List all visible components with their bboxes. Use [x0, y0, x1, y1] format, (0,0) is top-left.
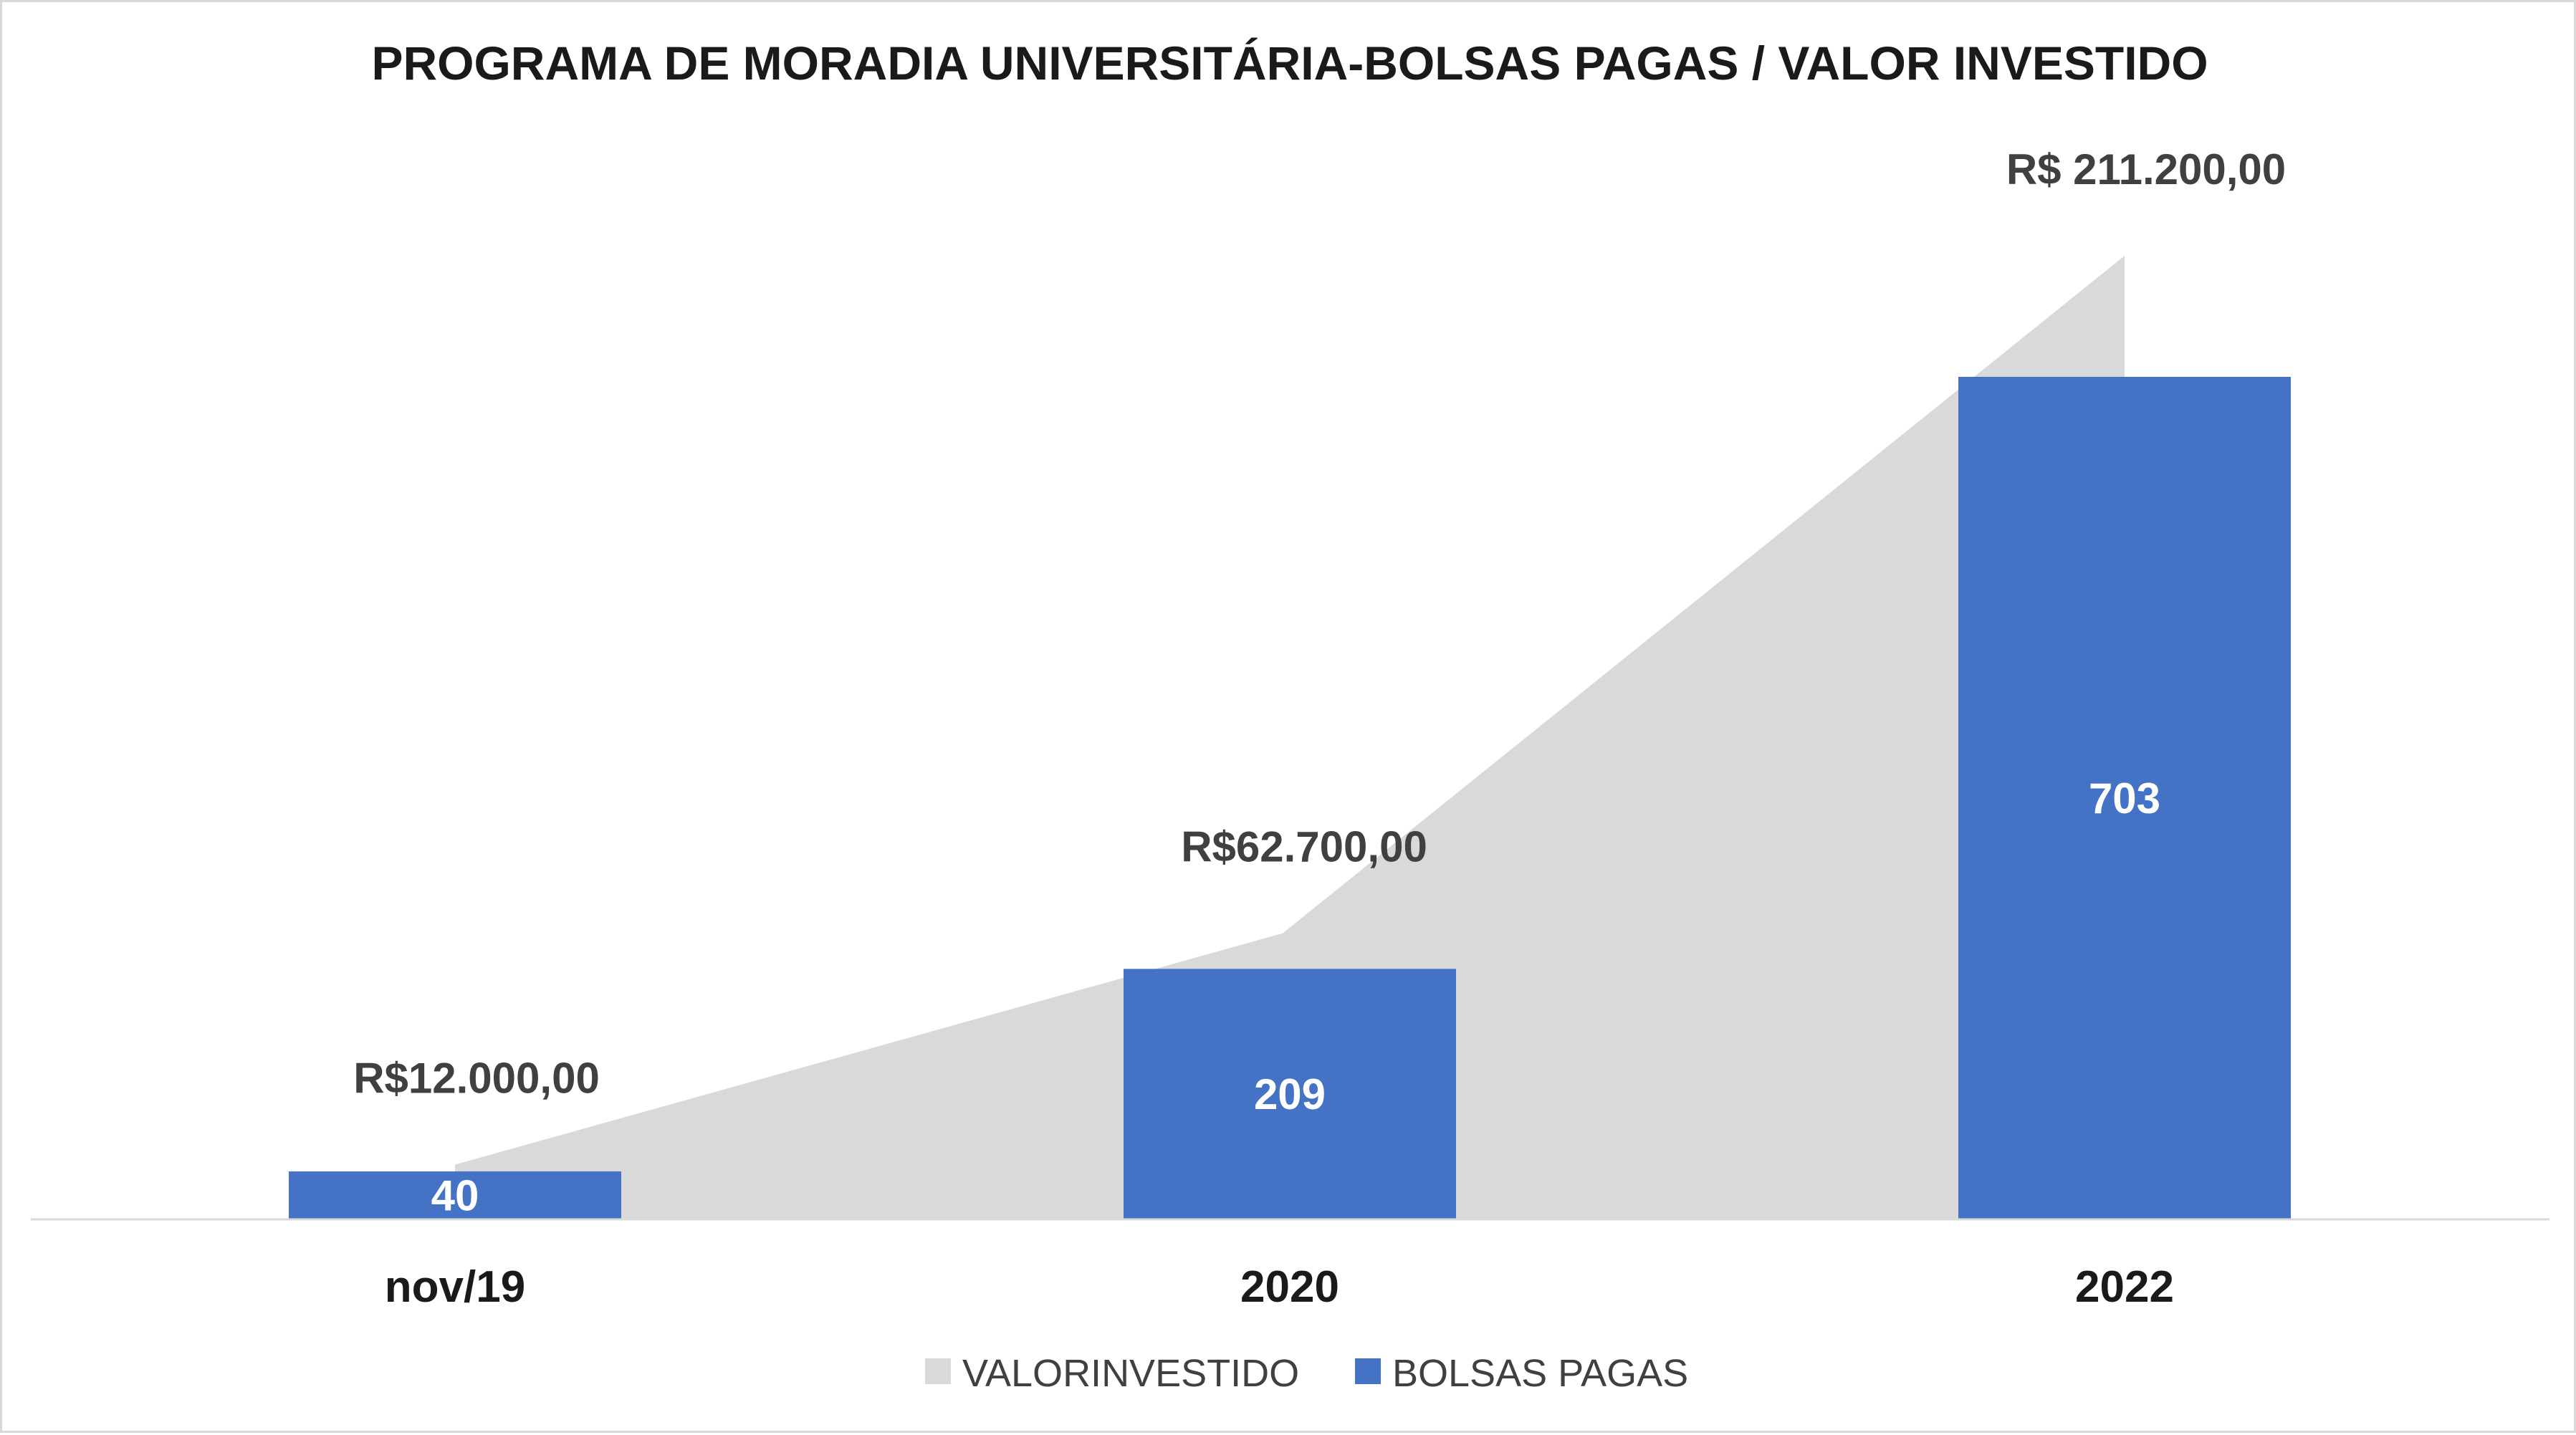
- chart-title: PROGRAMA DE MORADIA UNIVERSITÁRIA-BOLSAS…: [371, 37, 2208, 90]
- bar-label-layer: 40 209 703: [431, 774, 2160, 1220]
- bar-bolsas-pagas-0: [289, 1171, 621, 1219]
- area-label-layer: R$12.000,00 R$62.700,00 R$ 211.200,00: [353, 145, 2286, 1103]
- bar-data-label-2: 703: [2089, 774, 2160, 822]
- category-label-1: 2020: [1240, 1262, 1339, 1312]
- area-data-label-0: R$12.000,00: [353, 1055, 600, 1103]
- area-valor-investido: [455, 256, 2125, 1219]
- legend: VALORINVESTIDO BOLSAS PAGAS: [925, 1352, 1688, 1395]
- area-layer: [455, 256, 2125, 1219]
- bar-bolsas-pagas-2: [1958, 377, 2291, 1219]
- legend-label-valor-investido: VALORINVESTIDO: [962, 1352, 1299, 1395]
- category-label-2: 2022: [2075, 1262, 2174, 1312]
- area-data-label-1: R$62.700,00: [1181, 823, 1427, 871]
- legend-swatch-bolsas-pagas: [1355, 1358, 1381, 1384]
- category-label-0: nov/19: [385, 1262, 525, 1312]
- bar-layer: [289, 377, 2291, 1219]
- category-label-layer: nov/19 2020 2022: [385, 1262, 2174, 1312]
- legend-label-bolsas-pagas: BOLSAS PAGAS: [1392, 1352, 1688, 1395]
- bar-data-label-1: 209: [1254, 1070, 1326, 1118]
- legend-swatch-valor-investido: [925, 1358, 951, 1384]
- area-data-label-2: R$ 211.200,00: [2006, 145, 2286, 193]
- bar-bolsas-pagas-1: [1124, 969, 1456, 1219]
- bar-data-label-0: 40: [431, 1172, 479, 1220]
